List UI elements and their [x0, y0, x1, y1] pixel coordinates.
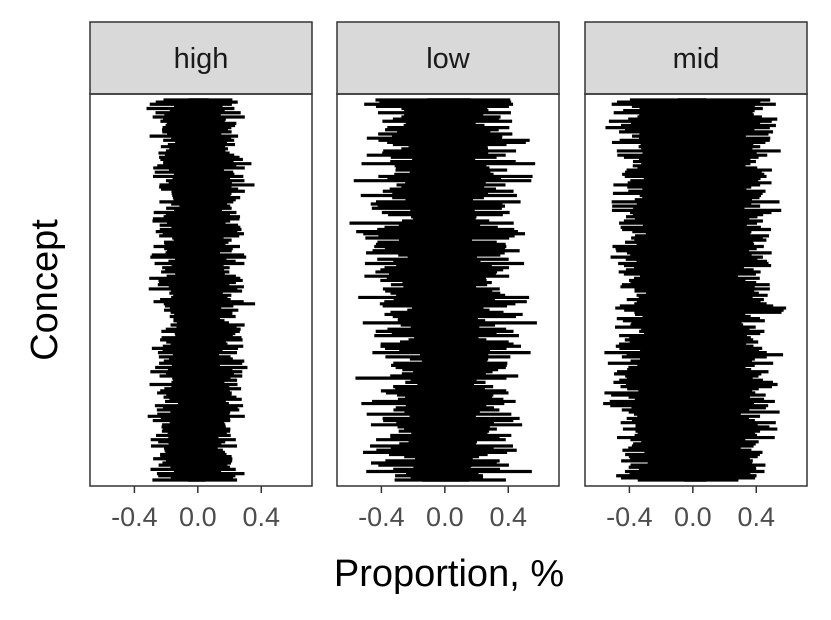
facet-strip-label: mid — [673, 43, 720, 75]
x-tick-label: 0.0 — [426, 502, 464, 532]
x-axis-high: -0.4 0.0 0.4 — [111, 486, 280, 532]
panels-layer: high low mid — [89, 21, 808, 487]
x-tick-label: -0.4 — [358, 502, 405, 532]
x-axis-layer: -0.4 0.0 0.4 -0.4 0.0 0.4 -0.4 0.0 0.4 — [111, 486, 775, 532]
facet-strip-label: high — [174, 43, 229, 75]
panel-border — [584, 93, 808, 487]
x-tick-label: -0.4 — [111, 502, 158, 532]
x-tick-label: 0.4 — [489, 502, 527, 532]
facet-panel-mid: mid — [584, 21, 808, 487]
interval-series — [603, 98, 787, 482]
panel-border — [89, 93, 313, 487]
x-tick-label: 0.0 — [674, 502, 712, 532]
facet-panel-high: high — [89, 21, 313, 487]
panel-border — [336, 93, 560, 487]
interval-series — [349, 98, 537, 482]
x-tick-label: -0.4 — [606, 502, 653, 532]
x-tick-label: 0.0 — [179, 502, 217, 532]
x-axis-low: -0.4 0.0 0.4 — [358, 486, 527, 532]
interval-series — [146, 98, 256, 482]
facet-strip — [584, 21, 808, 95]
facet-panel-low: low — [336, 21, 560, 487]
facet-strip — [89, 21, 313, 95]
x-tick-label: 0.4 — [242, 502, 280, 532]
x-axis-mid: -0.4 0.0 0.4 — [606, 486, 775, 532]
x-axis-title: Proportion, % — [334, 553, 564, 595]
y-axis-title: Concept — [24, 219, 66, 361]
facet-strip-label: low — [426, 43, 471, 75]
x-tick-label: 0.4 — [737, 502, 775, 532]
